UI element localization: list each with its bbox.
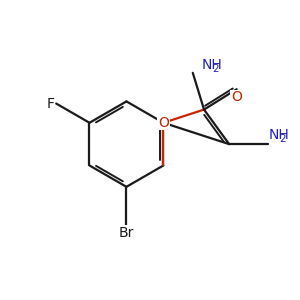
Text: NH: NH: [269, 128, 290, 142]
Text: 2: 2: [279, 134, 286, 144]
Text: 2: 2: [212, 64, 219, 74]
Text: Br: Br: [119, 226, 134, 240]
Text: O: O: [231, 91, 242, 104]
Text: F: F: [46, 97, 54, 111]
Text: O: O: [158, 116, 169, 130]
Text: NH: NH: [202, 58, 222, 73]
